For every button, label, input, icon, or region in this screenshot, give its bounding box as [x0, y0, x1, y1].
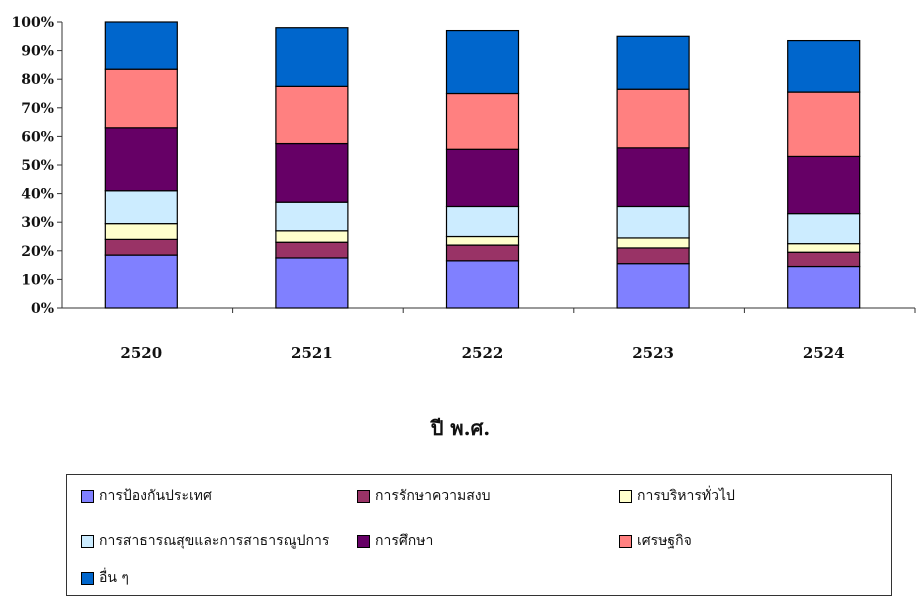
bar-segment: [445, 29, 520, 95]
bar-segment: [616, 147, 690, 208]
y-tick-label: 90%: [21, 44, 54, 60]
bar-segment: [787, 155, 861, 215]
legend-item: การรักษาความสงบ: [357, 485, 491, 507]
bar-segment: [104, 68, 178, 129]
bar-segment: [787, 91, 861, 158]
y-tick-label: 70%: [21, 101, 54, 117]
x-tick-label: 2520: [120, 344, 162, 362]
legend-item: การป้องกันประเทศ: [81, 485, 212, 507]
y-tick-label: 20%: [21, 244, 54, 260]
legend-swatch: [81, 489, 94, 503]
bar-segment: [104, 238, 178, 256]
bar-segment: [104, 223, 178, 240]
bar-segment: [445, 235, 520, 246]
legend-label: การป้องกันประเทศ: [99, 488, 212, 504]
x-tick-label: 2523: [632, 344, 674, 362]
x-tick-label: 2522: [462, 344, 504, 362]
bar-segment: [616, 88, 690, 149]
bar-segment: [445, 205, 520, 238]
x-axis-title: ปี พ.ศ.: [430, 416, 491, 440]
y-tick-label: 0%: [31, 301, 54, 317]
bar-segment: [104, 190, 178, 225]
legend-label: เศรษฐกิจ: [637, 533, 692, 549]
x-tick-label: 2521: [291, 344, 333, 362]
legend-label: การศึกษา: [375, 533, 434, 549]
legend-label: การสาธารณสุขและการสาธารณูปการ: [99, 533, 330, 549]
bar-segment: [275, 142, 349, 203]
bar-segment: [445, 244, 520, 262]
legend-swatch: [619, 534, 632, 548]
legend-label: อื่น ๆ: [99, 570, 129, 586]
legend-swatch: [357, 489, 370, 503]
y-tick-label: 100%: [11, 15, 54, 31]
y-tick-label: 80%: [21, 72, 54, 88]
y-tick-label: 40%: [21, 187, 54, 203]
bar-segment: [616, 263, 690, 309]
bar-segment: [275, 257, 349, 309]
bar-segment: [616, 35, 690, 90]
bar-segment: [104, 21, 178, 70]
legend-item: การศึกษา: [357, 530, 433, 552]
bar-segment: [104, 127, 178, 192]
bar-segment: [616, 205, 690, 239]
bar-segment: [787, 265, 861, 309]
legend-item: เศรษฐกิจ: [619, 530, 692, 552]
bar-segment: [787, 251, 861, 268]
legend: การป้องกันประเทศ การรักษาความสงบ การบริหาร…: [66, 474, 892, 596]
bar-segment: [104, 254, 178, 309]
bar-segment: [616, 237, 690, 249]
y-tick-label: 10%: [21, 272, 54, 288]
legend-item: อื่น ๆ: [81, 567, 129, 589]
legend-item: การสาธารณสุขและการสาธารณูปการ: [81, 530, 329, 552]
legend-label: การบริหารทั่วไป: [637, 488, 735, 504]
legend-swatch: [81, 534, 94, 548]
bar-segment: [275, 201, 349, 232]
bar-segment: [275, 241, 349, 259]
legend-label: การรักษาความสงบ: [375, 488, 491, 504]
x-tick-label: 2524: [803, 344, 845, 362]
bar-segment: [275, 85, 349, 145]
bar-segment: [787, 39, 861, 93]
y-tick-label: 60%: [21, 129, 54, 145]
bar-segment: [445, 148, 520, 208]
bar-segment: [445, 92, 520, 150]
legend-swatch: [619, 489, 632, 503]
bar-segment: [275, 230, 349, 243]
bar-segment: [275, 27, 349, 87]
bar-segment: [616, 247, 690, 265]
bar-segment: [787, 243, 861, 253]
legend-item: การบริหารทั่วไป: [619, 485, 735, 507]
bar-segment: [787, 213, 861, 245]
y-tick-label: 50%: [21, 158, 54, 174]
y-tick-label: 30%: [21, 215, 54, 231]
chart-svg: 0% 10% 20% 30% 40% 50% 60% 70% 80% 90% 100% 2520 252…: [11, 15, 916, 362]
bar-segment: [445, 260, 520, 309]
legend-swatch: [81, 571, 94, 585]
legend-swatch: [357, 534, 370, 548]
